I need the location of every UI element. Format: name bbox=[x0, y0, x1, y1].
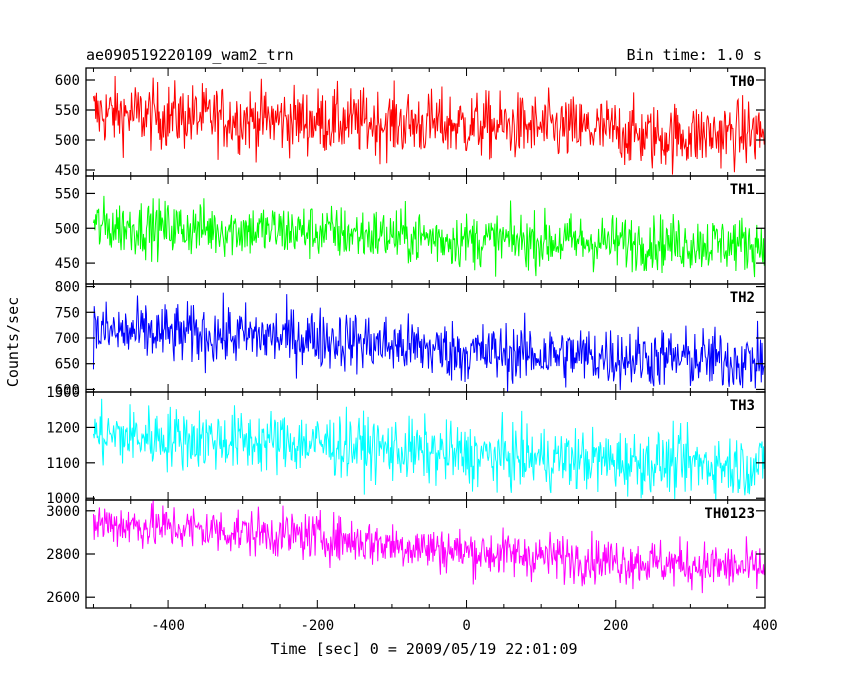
y-tick-label: 700 bbox=[55, 331, 80, 347]
x-tick-label: 0 bbox=[462, 618, 470, 634]
y-tick-label: 600 bbox=[55, 73, 80, 89]
y-tick-label: 550 bbox=[55, 103, 80, 119]
panel-label: TH0 bbox=[730, 74, 755, 90]
y-tick-label: 3000 bbox=[46, 504, 80, 520]
y-tick-label: 550 bbox=[55, 186, 80, 202]
panels-group: TH0 450 500 550 600 TH1 450 500 550 TH2 600 650 700 7… bbox=[46, 67, 766, 609]
y-tick-label: 650 bbox=[55, 357, 80, 373]
x-tick-label: -400 bbox=[151, 618, 185, 634]
y-tick-label: 500 bbox=[55, 221, 80, 237]
y-tick-label: 2600 bbox=[46, 590, 80, 606]
x-axis-label: Time [sec] 0 = 2009/05/19 22:01:09 bbox=[270, 640, 577, 658]
x-tick-label: -200 bbox=[300, 618, 334, 634]
y-tick-label: 1200 bbox=[46, 420, 80, 436]
series-line-th0123 bbox=[92, 500, 765, 594]
panel-th0: TH0 450 500 550 600 bbox=[55, 67, 766, 179]
panel-th0123: TH0123 2600 2800 3000 bbox=[46, 499, 766, 609]
x-tick-label: 200 bbox=[603, 618, 628, 634]
panel-label: TH0123 bbox=[704, 506, 755, 522]
y-tick-label: 800 bbox=[55, 280, 80, 296]
series-line-th1 bbox=[92, 195, 765, 278]
panel-th3: TH3 1000 1100 1200 1300 bbox=[46, 385, 766, 507]
x-tick-label: 400 bbox=[752, 618, 777, 634]
y-tick-label: 1100 bbox=[46, 456, 80, 472]
y-tick-label: 450 bbox=[55, 256, 80, 272]
series-line-th2 bbox=[92, 292, 765, 392]
series-line-th0 bbox=[92, 75, 765, 175]
chart-title-left: ae090519220109_wam2_trn bbox=[86, 46, 294, 64]
y-tick-label: 600 bbox=[55, 382, 80, 398]
panel-th1: TH1 450 500 550 bbox=[55, 175, 766, 285]
y-tick-label: 500 bbox=[55, 133, 80, 149]
panel-label: TH3 bbox=[730, 398, 755, 414]
y-tick-label: 2800 bbox=[46, 547, 80, 563]
panel-label: TH2 bbox=[730, 290, 755, 306]
chart-title-right: Bin time: 1.0 s bbox=[627, 46, 762, 64]
y-tick-label: 1000 bbox=[46, 491, 80, 507]
y-axis-label: Counts/sec bbox=[4, 297, 22, 387]
x-axis: -400 -200 0 200 400 bbox=[151, 618, 777, 634]
y-tick-label: 450 bbox=[55, 163, 80, 179]
panel-th2: TH2 600 650 700 750 800 bbox=[55, 280, 766, 398]
y-tick-label: 750 bbox=[55, 305, 80, 321]
panel-label: TH1 bbox=[730, 182, 755, 198]
series-line-th3 bbox=[92, 398, 765, 500]
y-tick-label: 1300 bbox=[46, 385, 80, 401]
